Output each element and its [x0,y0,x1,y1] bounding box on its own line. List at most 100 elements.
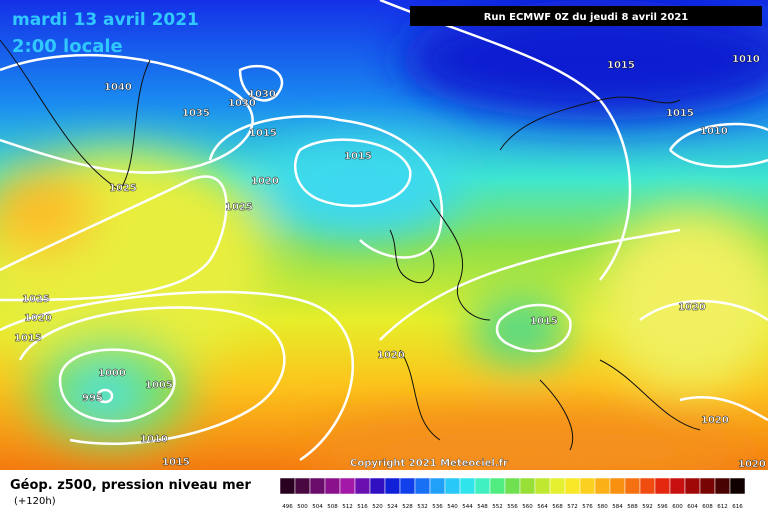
isobar-label: 1015 [344,151,372,162]
scale-swatch [729,477,746,495]
scale-swatch [324,477,341,495]
scale-label: 512 [342,504,353,510]
lead-time: (+120h) [14,496,56,507]
isobars [0,0,768,460]
isobar-label: 1000 [98,368,126,379]
isobar-label: 1010 [700,126,728,137]
scale-label: 548 [477,504,488,510]
isobar-label: 1040 [104,82,132,93]
copyright: Copyright 2021 Meteociel.fr [350,458,508,469]
date: mardi 13 avril 2021 [12,10,199,30]
scale-swatch [594,477,611,495]
scale-swatch [384,477,401,495]
scale-label: 588 [627,504,638,510]
scale-label: 576 [582,504,593,510]
scale-label: 616 [732,504,743,510]
scale-label: 592 [642,504,653,510]
isobar-label: 1025 [225,202,253,213]
scale-label: 532 [417,504,428,510]
scale-swatch [354,477,371,495]
scale-swatch [639,477,656,495]
isobar-label: 1010 [732,54,760,65]
scale-swatch [294,477,311,495]
scale-swatch [459,477,476,495]
scale-label: 528 [402,504,413,510]
scale-swatch [444,477,461,495]
scale-label: 560 [522,504,533,510]
scale-swatch [414,477,431,495]
isobar-label: 1020 [738,459,766,470]
field [0,0,768,490]
isobar-label: 1025 [22,294,50,305]
scale-label: 500 [297,504,308,510]
isobar-label: 1015 [14,333,42,344]
scale-swatch [489,477,506,495]
scale-swatch [534,477,551,495]
scale-swatch [564,477,581,495]
coastlines [0,39,701,451]
isobar-label: 995 [82,393,103,404]
scale-label: 504 [312,504,323,510]
scale-label: 520 [372,504,383,510]
scale-label: 540 [447,504,458,510]
isobar-label: 1030 [248,89,276,100]
scale-label: 584 [612,504,623,510]
scale-swatch [504,477,521,495]
isobar-label: 1015 [666,108,694,119]
scale-label: 556 [507,504,518,510]
isobar-label: 1005 [145,380,173,391]
isobar-label: 1020 [24,313,52,324]
scale-label: 536 [432,504,443,510]
scale-label: 496 [282,504,293,510]
scale-label: 524 [387,504,398,510]
scale-swatch [669,477,686,495]
scale-swatch [684,477,701,495]
color-scale: 496 500 504 508 512 516 520 524 528 532 536 540 544 5… [279,477,746,510]
isobar-label: 1015 [162,457,190,468]
scale-label: 564 [537,504,548,510]
scale-swatch [549,477,566,495]
scale-label: 612 [717,504,728,510]
scale-swatch [279,477,296,495]
isobar-label: 1020 [377,350,405,361]
run-info: Run ECMWF 0Z du jeudi 8 avril 2021 [484,12,689,23]
scale-label: 544 [462,504,473,510]
scale-swatch [699,477,716,495]
isobar-label: 1015 [249,128,277,139]
scale-label: 596 [657,504,668,510]
scale-swatch [654,477,671,495]
isobar-label: 1020 [678,302,706,313]
scale-swatch [714,477,731,495]
scale-label: 516 [357,504,368,510]
run-box [410,6,762,26]
scale-label: 580 [597,504,608,510]
isobar-label: 1035 [182,108,210,119]
scale-swatch [624,477,641,495]
legend-title: Géop. z500, pression niveau mer [10,478,251,493]
scale-label: 600 [672,504,683,510]
scale-swatch [309,477,326,495]
scale-label: 604 [687,504,698,510]
isobar-label: 1020 [251,176,279,187]
scale-swatch [474,477,491,495]
scale-label: 608 [702,504,713,510]
isobar-label: 1020 [701,415,729,426]
scale-swatch [339,477,356,495]
scale-label: 552 [492,504,503,510]
isobar-label: 1010 [140,434,168,445]
scale-swatch [369,477,386,495]
scale-swatch [579,477,596,495]
isobar-label: 1015 [530,316,558,327]
time: 2:00 locale [12,36,123,57]
isobar-label: 1025 [109,183,137,194]
scale-label: 572 [567,504,578,510]
scale-label: 508 [327,504,338,510]
scale-swatch [399,477,416,495]
scale-swatch [429,477,446,495]
isobar-label: 1030 [228,98,256,109]
isobar-label: 1015 [607,60,635,71]
scale-label: 568 [552,504,563,510]
scale-swatch [519,477,536,495]
